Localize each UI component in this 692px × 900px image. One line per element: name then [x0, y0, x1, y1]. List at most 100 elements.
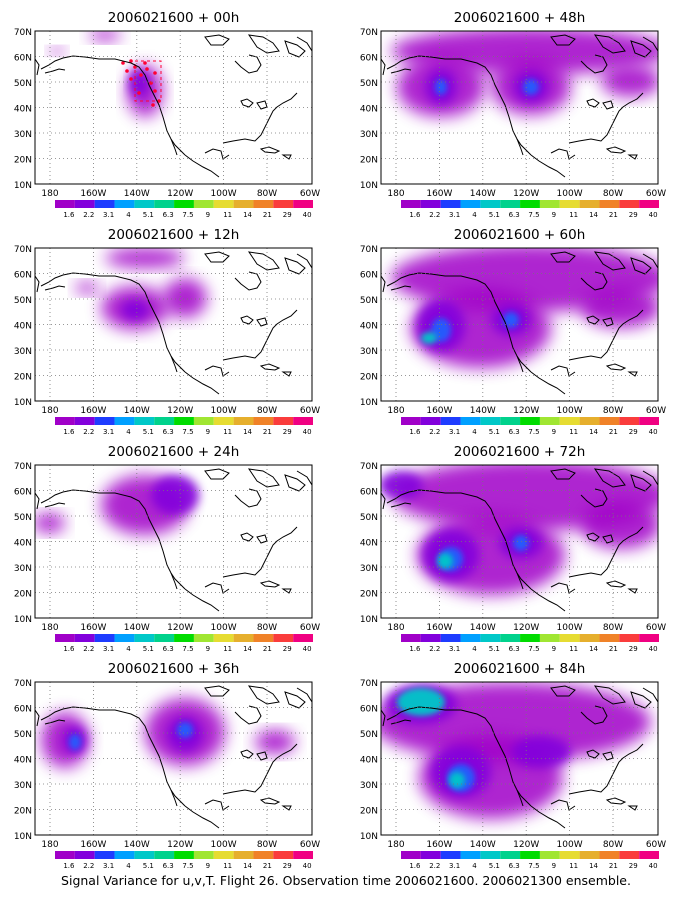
colorbar-label: 21: [609, 211, 618, 219]
lat-tick-label: 40N: [14, 105, 32, 115]
colorbar-swatch: [193, 634, 214, 642]
colorbar-label: 6.3: [163, 862, 174, 870]
colorbar-label: 2.2: [429, 645, 440, 653]
colorbar-swatch: [599, 851, 620, 859]
lon-tick-label: 180: [387, 406, 404, 416]
observation-dot: [151, 103, 155, 107]
colorbar-swatch: [74, 417, 95, 425]
variance-contour: [121, 300, 149, 320]
lat-tick-label: 40N: [360, 756, 378, 766]
variance-contour: [523, 79, 539, 95]
colorbar-label: 11: [569, 211, 578, 219]
colorbar-swatch: [401, 200, 421, 208]
lat-tick-label: 50N: [360, 730, 378, 740]
observation-dot: [153, 89, 157, 93]
colorbar-label: 3.1: [103, 211, 114, 219]
grid-lines: [381, 682, 658, 835]
colorbar-label: 2.2: [83, 428, 94, 436]
panel-title: 2006021600 + 12h: [108, 227, 240, 243]
lat-tick-label: 10N: [14, 832, 32, 842]
variance-field: [35, 475, 199, 535]
panel-title: 2006021600 + 36h: [108, 661, 240, 677]
colorbar-label: 14: [589, 211, 598, 219]
lat-tick-label: 20N: [360, 807, 378, 817]
colorbar-label: 4: [126, 862, 131, 870]
colorbar-swatch: [233, 851, 254, 859]
colorbar-label: 11: [569, 862, 578, 870]
variance-contour: [437, 553, 453, 569]
grid-lines: [381, 248, 658, 401]
colorbar-label: 4: [472, 645, 477, 653]
colorbar-label: 11: [569, 428, 578, 436]
colorbar-label: 3.1: [449, 862, 460, 870]
lat-tick-label: 10N: [14, 615, 32, 625]
lon-tick-label: 160W: [80, 189, 106, 199]
colorbar-swatch: [174, 851, 194, 859]
panel-grid: 2006021600 + 00h 70N 60N 50N 40N 30N 20N 10N 180…: [14, 10, 666, 870]
variance-field: [391, 248, 658, 368]
map-area: [381, 465, 658, 618]
lat-tick-label: 30N: [360, 347, 378, 357]
colorbar-swatch: [500, 634, 521, 642]
colorbar-swatch: [174, 200, 194, 208]
lon-tick-label: 60W: [300, 406, 320, 416]
lon-tick-label: 140W: [124, 840, 150, 850]
colorbar-label: 40: [303, 428, 312, 436]
colorbar-swatch: [253, 851, 274, 859]
colorbar-swatch: [94, 200, 115, 208]
lon-tick-label: 60W: [646, 623, 666, 633]
lon-tick-label: 180: [41, 189, 58, 199]
map-area: [35, 31, 312, 184]
lon-tick-label: 100W: [211, 189, 237, 199]
colorbar: 1.6 2.2 3.1 4 5.1 6.3 7.5 9 11 14 21 29 40: [55, 200, 313, 219]
colorbar-swatch: [579, 200, 600, 208]
colorbar-swatch: [460, 417, 481, 425]
lat-tick-label: 60N: [14, 54, 32, 64]
lon-tick-label: 60W: [646, 189, 666, 199]
colorbar-label: 6.3: [509, 645, 520, 653]
variance-contour: [511, 736, 571, 768]
lon-tick-label: 100W: [557, 189, 583, 199]
lat-tick-label: 70N: [360, 462, 378, 472]
colorbar-label: 7.5: [182, 862, 193, 870]
colorbar-label: 40: [649, 428, 658, 436]
colorbar-label: 21: [263, 645, 272, 653]
colorbar-swatch: [213, 634, 234, 642]
colorbar-label: 29: [283, 428, 292, 436]
lat-tick-label: 20N: [14, 156, 32, 166]
map-frame: [34, 247, 313, 402]
variance-contour: [581, 501, 658, 549]
colorbar-swatch: [114, 200, 135, 208]
colorbar-swatch: [114, 634, 135, 642]
map-frame: [380, 247, 659, 402]
colorbar-label: 3.1: [449, 645, 460, 653]
colorbar-swatch: [599, 634, 620, 642]
colorbar-swatch: [579, 634, 600, 642]
observation-dot: [153, 71, 157, 75]
lat-tick-label: 20N: [360, 156, 378, 166]
colorbar-swatch: [174, 417, 194, 425]
lon-tick-label: 60W: [300, 623, 320, 633]
lat-tick-label: 70N: [14, 462, 32, 472]
lon-tick-label: 120W: [513, 840, 539, 850]
map-frame: [34, 464, 313, 619]
variance-field: [49, 31, 163, 117]
colorbar-swatch: [233, 417, 254, 425]
colorbar-swatch: [293, 417, 313, 425]
lat-tick-label: 40N: [360, 539, 378, 549]
observation-dot: [125, 69, 129, 73]
colorbar-swatch: [401, 417, 421, 425]
lon-tick-label: 60W: [300, 840, 320, 850]
colorbar-label: 3.1: [449, 428, 460, 436]
variance-contour: [163, 278, 207, 318]
variance-contour: [581, 288, 658, 328]
lat-tick-label: 50N: [360, 296, 378, 306]
variance-field: [391, 31, 658, 117]
colorbar-swatch: [559, 200, 580, 208]
colorbar-label: 9: [552, 428, 556, 436]
colorbar-label: 2.2: [429, 211, 440, 219]
colorbar-swatch: [619, 200, 640, 208]
lon-tick-label: 120W: [167, 623, 193, 633]
colorbar: 1.6 2.2 3.1 4 5.1 6.3 7.5 9 11 14 21 29 40: [401, 200, 659, 219]
